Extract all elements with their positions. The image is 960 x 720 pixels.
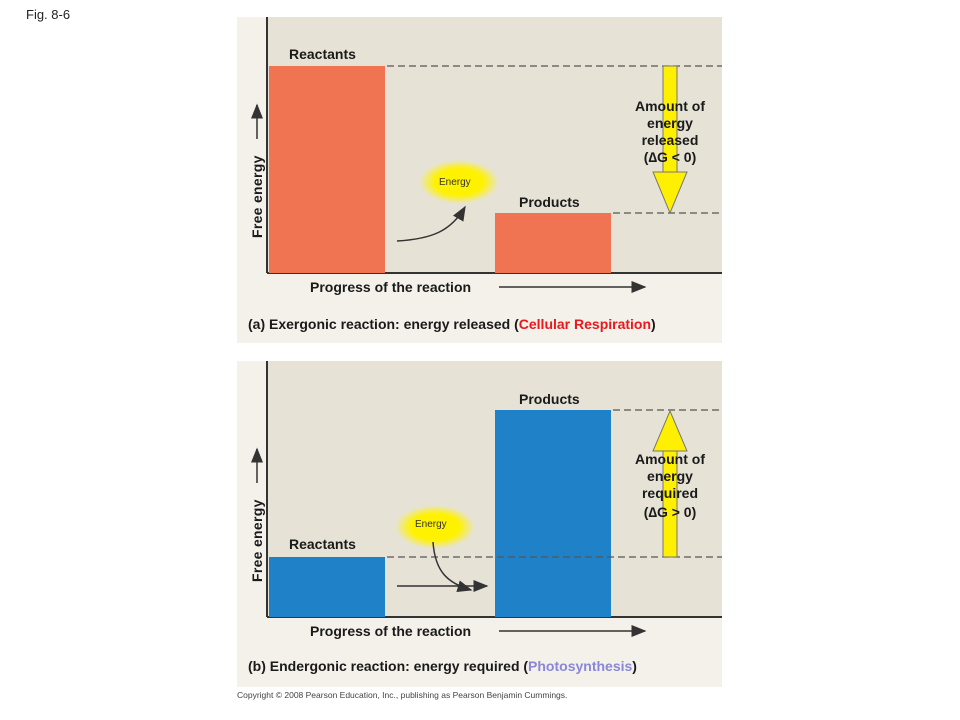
x-axis-label: Progress of the reaction [310, 623, 472, 639]
products-bar [495, 410, 611, 617]
y-axis-label: Free energy [249, 155, 265, 238]
delta-line-1: Amount of [635, 451, 705, 467]
x-axis-label: Progress of the reaction [310, 279, 472, 295]
energy-glow [395, 505, 475, 549]
delta-line-2: energy [647, 115, 693, 131]
caption: (b) Endergonic reaction: energy required… [248, 658, 637, 674]
products-label: Products [519, 391, 580, 407]
delta-g-text: Amount of energy required (∆G > 0) [619, 451, 721, 521]
delta-line-1: Amount of [635, 98, 705, 114]
caption-highlight: Photosynthesis [528, 658, 633, 674]
energy-released-arrow [652, 65, 688, 215]
reactants-bar [269, 66, 385, 273]
caption-prefix: (a) Exergonic reaction: energy released … [248, 316, 519, 332]
y-axis-label: Free energy [249, 499, 265, 582]
delta-line-4: (∆G < 0) [643, 149, 697, 165]
caption-highlight: Cellular Respiration [518, 316, 652, 332]
delta-line-3: required [641, 485, 698, 501]
caption: (a) Exergonic reaction: energy released … [248, 316, 656, 332]
caption-suffix: ) [632, 658, 637, 674]
products-label: Products [519, 194, 580, 210]
reactants-label: Reactants [289, 46, 356, 62]
endergonic-panel: Products Reactants Energy Amount of ener… [237, 361, 722, 687]
energy-label: Energy [439, 177, 471, 188]
figure-number: Fig. 8-6 [26, 7, 71, 22]
delta-line-2: energy [647, 468, 693, 484]
copyright-notice: Copyright © 2008 Pearson Education, Inc.… [237, 690, 568, 700]
delta-line-4: (∆G > 0) [643, 504, 697, 520]
endergonic-diagram [251, 361, 722, 637]
reactants-label: Reactants [289, 536, 356, 552]
reaction-arrow [432, 541, 473, 592]
energy-required-arrow [652, 409, 688, 558]
caption-suffix: ) [651, 316, 656, 332]
products-bar [495, 213, 611, 273]
exergonic-panel: Reactants Products Energy Amount of ener… [237, 17, 722, 343]
delta-g-text: Amount of energy released (∆G < 0) [619, 98, 721, 166]
reactants-bar [269, 557, 385, 617]
reaction-arrow [396, 205, 466, 242]
energy-label: Energy [415, 519, 447, 530]
delta-line-3: released [641, 132, 699, 148]
exergonic-diagram [251, 17, 722, 293]
caption-prefix: (b) Endergonic reaction: energy required… [248, 658, 529, 674]
energy-glow [419, 160, 499, 204]
